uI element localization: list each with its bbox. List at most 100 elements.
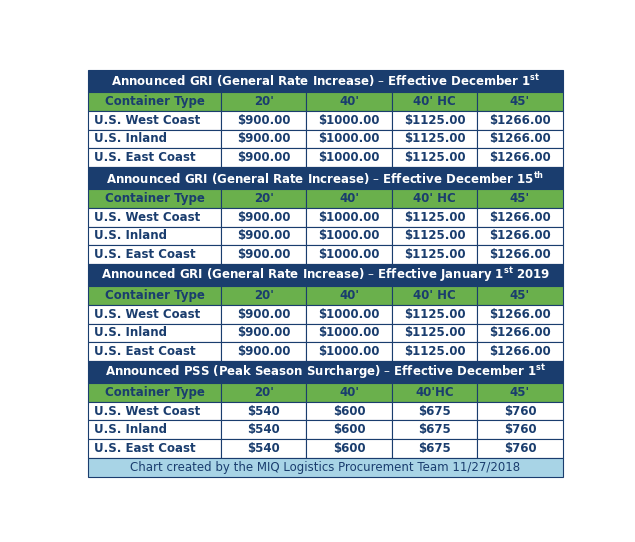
FancyBboxPatch shape: [88, 421, 221, 439]
FancyBboxPatch shape: [307, 208, 392, 227]
Text: $1266.00: $1266.00: [489, 345, 551, 358]
Text: U.S. Inland: U.S. Inland: [94, 326, 167, 339]
FancyBboxPatch shape: [88, 264, 563, 286]
FancyBboxPatch shape: [478, 130, 563, 149]
Text: $900.00: $900.00: [237, 308, 291, 321]
FancyBboxPatch shape: [307, 149, 392, 167]
Text: $1000.00: $1000.00: [318, 132, 380, 145]
Text: $1000.00: $1000.00: [318, 248, 380, 261]
Text: $1000.00: $1000.00: [318, 151, 380, 164]
Text: U.S. East Coast: U.S. East Coast: [94, 248, 196, 261]
FancyBboxPatch shape: [478, 227, 563, 245]
FancyBboxPatch shape: [88, 402, 221, 421]
FancyBboxPatch shape: [478, 245, 563, 264]
FancyBboxPatch shape: [221, 189, 307, 208]
FancyBboxPatch shape: [221, 227, 307, 245]
FancyBboxPatch shape: [88, 342, 221, 361]
FancyBboxPatch shape: [221, 130, 307, 149]
FancyBboxPatch shape: [221, 111, 307, 130]
FancyBboxPatch shape: [478, 324, 563, 342]
FancyBboxPatch shape: [307, 421, 392, 439]
Text: $1000.00: $1000.00: [318, 345, 380, 358]
FancyBboxPatch shape: [88, 149, 221, 167]
Text: $1000.00: $1000.00: [318, 308, 380, 321]
FancyBboxPatch shape: [88, 227, 221, 245]
Text: 20': 20': [254, 386, 274, 399]
Text: $1125.00: $1125.00: [404, 248, 465, 261]
Text: $1266.00: $1266.00: [489, 114, 551, 127]
FancyBboxPatch shape: [88, 70, 563, 92]
FancyBboxPatch shape: [221, 149, 307, 167]
Text: Container Type: Container Type: [105, 95, 204, 108]
Text: $675: $675: [418, 442, 451, 455]
Text: 40': 40': [339, 192, 359, 205]
Text: $1125.00: $1125.00: [404, 132, 465, 145]
FancyBboxPatch shape: [478, 208, 563, 227]
FancyBboxPatch shape: [307, 286, 392, 305]
Text: $1125.00: $1125.00: [404, 345, 465, 358]
FancyBboxPatch shape: [88, 305, 221, 324]
Text: $900.00: $900.00: [237, 151, 291, 164]
Text: $1266.00: $1266.00: [489, 308, 551, 321]
FancyBboxPatch shape: [88, 208, 221, 227]
Text: $1125.00: $1125.00: [404, 229, 465, 242]
Text: U.S. East Coast: U.S. East Coast: [94, 151, 196, 164]
Text: $1125.00: $1125.00: [404, 326, 465, 339]
Text: $1125.00: $1125.00: [404, 211, 465, 224]
FancyBboxPatch shape: [392, 130, 478, 149]
Text: $900.00: $900.00: [237, 229, 291, 242]
Text: $760: $760: [504, 423, 536, 436]
FancyBboxPatch shape: [88, 167, 563, 189]
Text: 40': 40': [339, 95, 359, 108]
FancyBboxPatch shape: [88, 111, 221, 130]
Text: $600: $600: [333, 442, 366, 455]
FancyBboxPatch shape: [392, 383, 478, 402]
FancyBboxPatch shape: [221, 383, 307, 402]
Text: 40' HC: 40' HC: [413, 192, 456, 205]
Text: $1000.00: $1000.00: [318, 211, 380, 224]
FancyBboxPatch shape: [392, 439, 478, 458]
Text: Chart created by the MIQ Logistics Procurement Team 11/27/2018: Chart created by the MIQ Logistics Procu…: [130, 461, 521, 474]
Text: 40' HC: 40' HC: [413, 289, 456, 302]
FancyBboxPatch shape: [221, 305, 307, 324]
FancyBboxPatch shape: [88, 130, 221, 149]
FancyBboxPatch shape: [307, 111, 392, 130]
Text: U.S. Inland: U.S. Inland: [94, 132, 167, 145]
FancyBboxPatch shape: [478, 421, 563, 439]
FancyBboxPatch shape: [392, 305, 478, 324]
FancyBboxPatch shape: [307, 227, 392, 245]
FancyBboxPatch shape: [392, 111, 478, 130]
FancyBboxPatch shape: [88, 286, 221, 305]
Text: $540: $540: [248, 423, 280, 436]
Text: $760: $760: [504, 442, 536, 455]
Text: $900.00: $900.00: [237, 114, 291, 127]
Text: 20': 20': [254, 95, 274, 108]
Text: U.S. East Coast: U.S. East Coast: [94, 345, 196, 358]
FancyBboxPatch shape: [307, 305, 392, 324]
Text: U.S. Inland: U.S. Inland: [94, 423, 167, 436]
FancyBboxPatch shape: [221, 286, 307, 305]
Text: Container Type: Container Type: [105, 192, 204, 205]
FancyBboxPatch shape: [392, 227, 478, 245]
Text: $1000.00: $1000.00: [318, 326, 380, 339]
FancyBboxPatch shape: [392, 286, 478, 305]
FancyBboxPatch shape: [88, 361, 563, 383]
Text: $1266.00: $1266.00: [489, 326, 551, 339]
Text: Announced GRI (General Rate Increase) – Effective December 1$^{\mathregular{st}}: Announced GRI (General Rate Increase) – …: [110, 73, 540, 89]
FancyBboxPatch shape: [478, 342, 563, 361]
Text: $900.00: $900.00: [237, 326, 291, 339]
Text: 20': 20': [254, 192, 274, 205]
FancyBboxPatch shape: [478, 402, 563, 421]
Text: $900.00: $900.00: [237, 211, 291, 224]
Text: Announced GRI (General Rate Increase) – Effective December 15$^{\mathregular{th}: Announced GRI (General Rate Increase) – …: [106, 170, 545, 186]
FancyBboxPatch shape: [478, 439, 563, 458]
FancyBboxPatch shape: [307, 402, 392, 421]
Text: $1266.00: $1266.00: [489, 132, 551, 145]
FancyBboxPatch shape: [307, 342, 392, 361]
Text: U.S. East Coast: U.S. East Coast: [94, 442, 196, 455]
Text: 20': 20': [254, 289, 274, 302]
Text: $540: $540: [248, 442, 280, 455]
FancyBboxPatch shape: [307, 92, 392, 111]
Text: $1125.00: $1125.00: [404, 151, 465, 164]
FancyBboxPatch shape: [221, 402, 307, 421]
